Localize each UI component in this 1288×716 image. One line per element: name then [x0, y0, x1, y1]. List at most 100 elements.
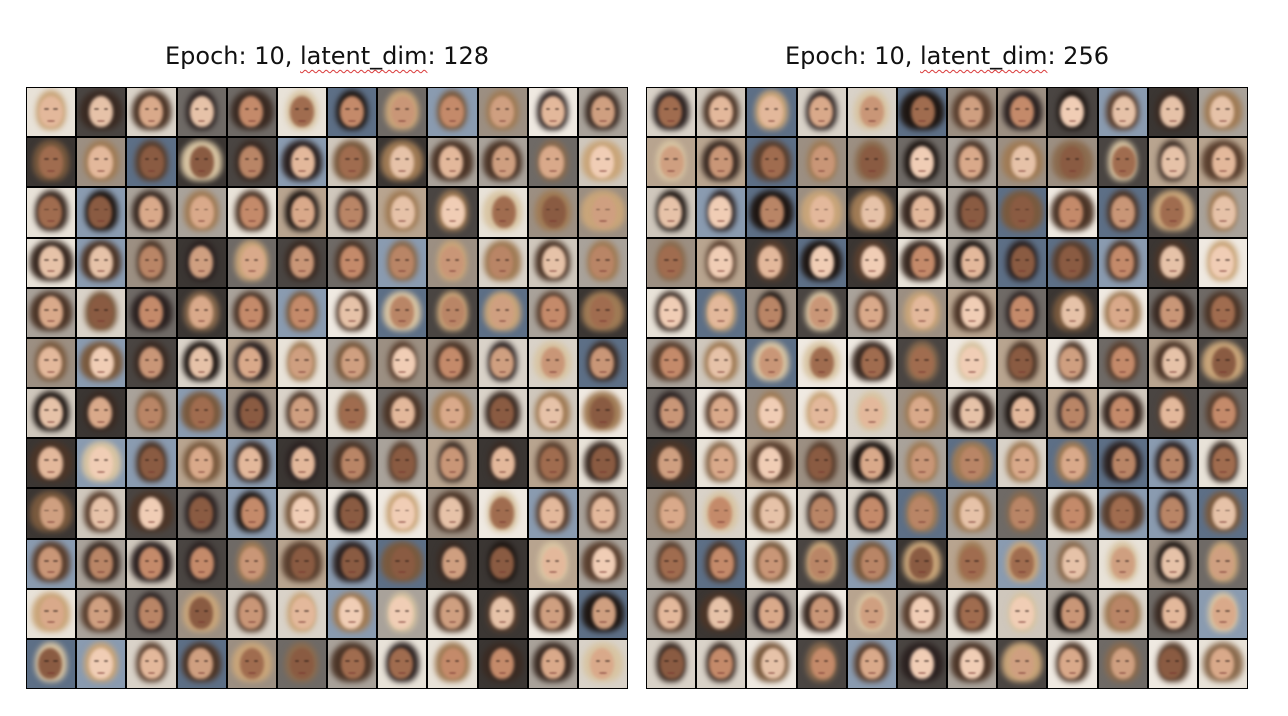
face-sample: [328, 639, 377, 688]
face-sample: [378, 88, 427, 137]
face-mouth: [448, 220, 457, 223]
face-mouth: [867, 420, 876, 423]
face-sample: [528, 188, 577, 237]
title-suffix: : 128: [427, 42, 489, 70]
face-eye: [1124, 409, 1130, 412]
face-eye: [1015, 258, 1020, 261]
face-eye: [764, 108, 769, 111]
face-mouth: [867, 220, 876, 223]
face-skin: [961, 246, 986, 278]
face-mouth: [1068, 370, 1077, 373]
face-sample: [328, 489, 377, 538]
face-mouth: [667, 671, 675, 674]
face-skin: [1010, 296, 1035, 329]
face-eye: [1124, 208, 1130, 211]
face-eye: [1216, 359, 1221, 361]
face-mouth: [448, 169, 457, 172]
face-skin: [709, 647, 734, 680]
face-eye: [924, 409, 929, 412]
face-eye: [304, 559, 309, 562]
face-eye: [965, 359, 970, 361]
face-eye: [814, 559, 820, 562]
face-skin: [139, 647, 164, 680]
face-sample: [897, 489, 946, 538]
face-eye: [974, 308, 979, 311]
face-sample: [1148, 238, 1197, 287]
face-eye: [965, 660, 970, 662]
face-skin: [911, 95, 936, 128]
face-sample: [797, 389, 846, 438]
face-eye: [254, 308, 259, 311]
face-skin: [188, 246, 213, 278]
face-sample: [127, 188, 176, 237]
face-eye: [354, 459, 359, 462]
face-eye: [1065, 258, 1070, 261]
face-eye: [924, 308, 929, 311]
face-eye: [153, 258, 159, 261]
face-skin: [911, 296, 936, 329]
face-sample: [77, 88, 126, 137]
face-sample: [227, 88, 276, 137]
face-eye: [1024, 409, 1029, 412]
face-eye: [254, 660, 259, 662]
face-mouth: [1068, 169, 1077, 172]
face-eye: [454, 108, 460, 111]
face-eye: [874, 359, 879, 361]
face-skin: [89, 497, 115, 529]
face-eye: [764, 559, 769, 562]
face-skin: [1109, 296, 1134, 329]
title-suffix: : 256: [1047, 42, 1109, 70]
face-skin: [188, 647, 213, 680]
face-skin: [708, 346, 733, 379]
face-mouth: [867, 521, 876, 524]
face-eye: [664, 459, 669, 462]
face-eye: [555, 108, 560, 111]
face-eye: [194, 108, 200, 111]
face-skin: [189, 145, 215, 178]
face-eye: [773, 459, 779, 462]
face-mouth: [717, 220, 726, 223]
face-eye: [924, 258, 929, 261]
face-eye: [1015, 158, 1020, 161]
face-eye: [864, 208, 870, 211]
face-eye: [545, 359, 551, 361]
face-eye: [965, 609, 970, 612]
face-sample: [77, 238, 126, 287]
face-sample: [277, 288, 326, 337]
face-eye: [673, 158, 678, 161]
face-eye: [194, 359, 200, 361]
face-sample: [948, 489, 997, 538]
face-skin: [88, 95, 114, 128]
face-skin: [1159, 396, 1184, 429]
face-mouth: [247, 571, 256, 574]
face-eye: [1216, 409, 1221, 412]
face-mouth: [498, 671, 507, 674]
face-eye: [144, 609, 149, 612]
face-skin: [1010, 246, 1035, 278]
face-skin: [659, 296, 684, 329]
face-mouth: [667, 420, 675, 423]
face-eye: [1225, 258, 1230, 261]
face-mouth: [147, 671, 156, 674]
face-sample: [998, 539, 1047, 588]
face-eye: [354, 359, 359, 361]
face-skin: [859, 145, 884, 178]
face-eye: [44, 459, 49, 462]
face-skin: [89, 547, 114, 579]
face-sample: [1198, 188, 1247, 237]
face-eye: [673, 409, 678, 412]
face-eye: [714, 258, 719, 261]
face-skin: [288, 346, 313, 379]
face-skin: [958, 95, 983, 128]
face-sample: [328, 539, 377, 588]
face-eye: [664, 308, 669, 311]
face-sample: [797, 288, 846, 337]
face-eye: [814, 509, 820, 512]
face-mouth: [448, 470, 457, 473]
face-eye: [1015, 308, 1020, 311]
face-mouth: [667, 169, 675, 172]
face-eye: [53, 208, 58, 211]
face-skin: [1210, 647, 1235, 680]
face-eye: [53, 258, 58, 261]
face-eye: [454, 158, 460, 161]
